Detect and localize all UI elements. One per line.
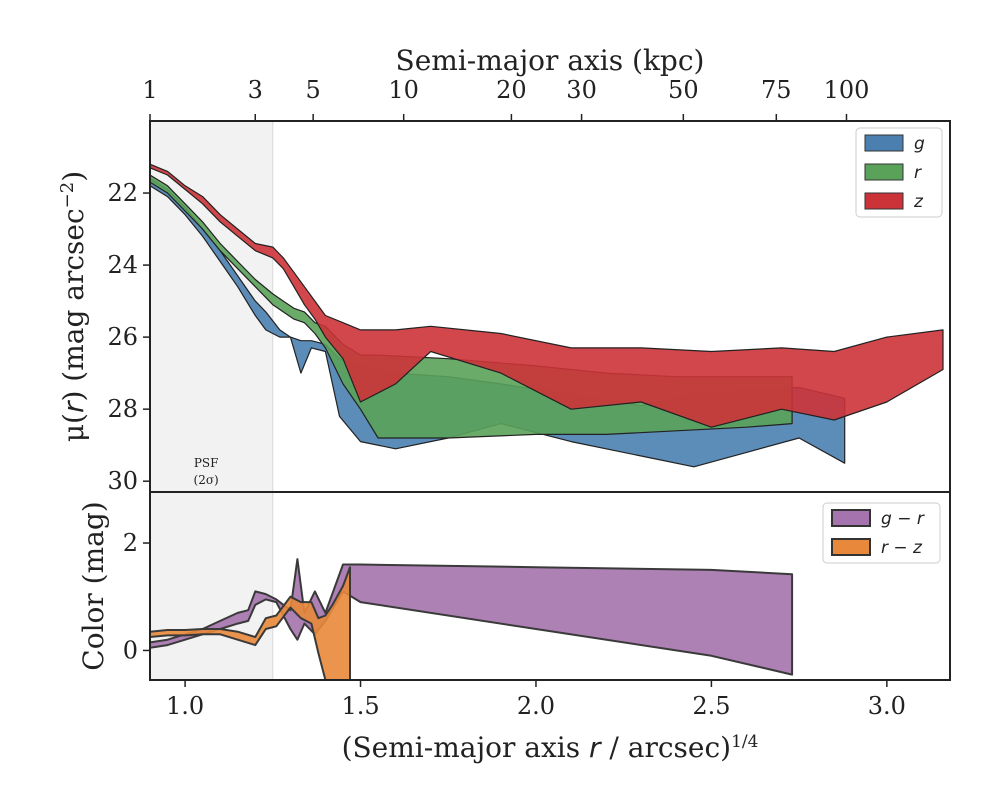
legend-swatch-g-r [831, 509, 871, 527]
top-tick-label: 5 [306, 76, 321, 104]
top-panel-y-title: μ(r) (mag arcsec−2) [57, 171, 91, 442]
legend-swatch-r [864, 163, 904, 181]
legend-label-r: r [914, 163, 922, 183]
top-tick-label: 3 [248, 76, 263, 104]
y-tick-label: 28 [107, 395, 138, 423]
top-tick-label: 75 [761, 76, 792, 104]
y-tick-label: 2 [123, 529, 138, 557]
series-band-r-z [150, 566, 351, 680]
psf-region-panel-2 [150, 492, 273, 680]
x-tick-label: 2.0 [517, 692, 555, 720]
legend-swatch-z [864, 192, 904, 210]
x-tick-label: 1.5 [341, 692, 379, 720]
legend-swatch-g [864, 134, 904, 152]
legend-panel-2: g − r r − z [822, 502, 941, 564]
top-tick-label: 1 [142, 76, 157, 104]
legend-label-g-r: g − r [881, 509, 925, 529]
top-tick-label: 100 [824, 76, 870, 104]
y-tick-label: 22 [107, 179, 138, 207]
y-tick-label: 26 [107, 323, 138, 351]
bottom-axis-title: (Semi-major axis r / arcsec)1/4 [342, 731, 759, 764]
top-axis-title: Semi-major axis (kpc) [396, 44, 705, 77]
y-tick-label: 0 [123, 636, 138, 664]
top-tick-label: 20 [496, 76, 527, 104]
series-band-g-r [150, 558, 794, 676]
x-tick-label: 1.0 [166, 692, 204, 720]
legend-label-g: g [914, 134, 925, 154]
top-tick-label: 50 [668, 76, 699, 104]
legend-swatch-r-z [831, 538, 871, 556]
panel-2-series [150, 558, 794, 680]
psf-label-sigma: (2σ) [194, 473, 219, 487]
bottom-panel-y-title: Color (mag) [77, 501, 110, 670]
x-tick-label: 2.5 [692, 692, 730, 720]
top-tick-label: 30 [566, 76, 597, 104]
series-band-z [150, 163, 944, 428]
legend-label-r-z: r − z [881, 538, 923, 558]
x-tick-label: 3.0 [868, 692, 906, 720]
y-tick-label: 24 [107, 251, 138, 279]
y-tick-label: 30 [107, 467, 138, 495]
plot-frame [149, 120, 951, 681]
legend-panel-1: grz [855, 127, 943, 218]
top-tick-label: 10 [388, 76, 419, 104]
psf-label: PSF [194, 456, 219, 470]
legend-label-z: z [913, 192, 924, 212]
panel-1-series [150, 163, 944, 468]
